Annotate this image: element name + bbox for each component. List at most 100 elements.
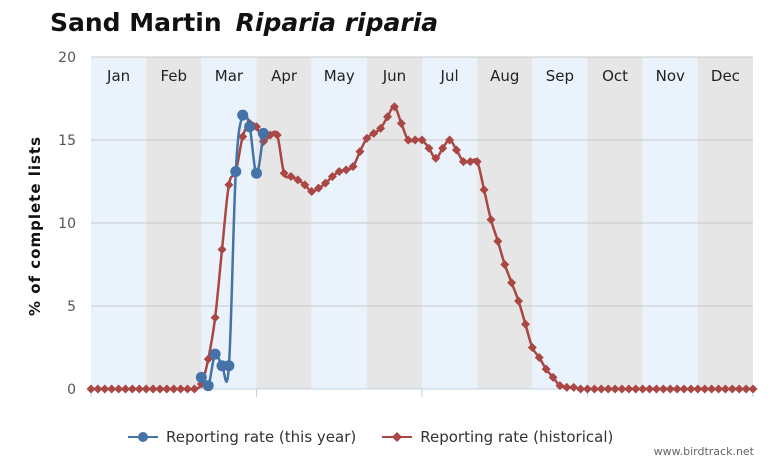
legend-item-historical[interactable]: Reporting rate (historical): [382, 428, 613, 446]
point-historical: [638, 384, 648, 394]
y-tick-0: 0: [67, 382, 76, 398]
legend-item-this-year[interactable]: Reporting rate (this year): [128, 428, 356, 446]
point-historical: [576, 384, 586, 394]
month-labels: Jan Feb Mar Apr May Jun Jul Aug Sep Oct Nov Dec: [106, 67, 740, 85]
point-historical: [383, 112, 393, 122]
y-tick-15: 15: [58, 133, 76, 149]
point-historical: [431, 153, 441, 163]
point-historical: [279, 168, 289, 178]
point-historical: [320, 178, 330, 188]
point-historical: [472, 157, 482, 167]
point-historical: [555, 381, 565, 391]
point-historical: [403, 135, 413, 145]
legend: Reporting rate (this year) Reporting rat…: [128, 428, 613, 446]
point-historical: [355, 147, 365, 157]
point-historical: [114, 384, 124, 394]
point-historical: [155, 384, 165, 394]
point-historical: [86, 384, 96, 394]
point-historical: [334, 167, 344, 177]
series-historical: [86, 102, 758, 394]
point-historical: [341, 165, 351, 175]
point-historical: [479, 185, 489, 195]
point-historical: [376, 123, 386, 133]
point-historical: [679, 384, 689, 394]
point-historical: [486, 215, 496, 225]
credit-text: www.birdtrack.net: [653, 445, 754, 458]
point-historical: [507, 278, 517, 288]
point-historical: [272, 130, 282, 140]
point-historical: [520, 319, 530, 329]
point-historical: [727, 384, 737, 394]
legend-label-historical: Reporting rate (historical): [420, 428, 614, 446]
point-historical: [569, 382, 579, 392]
y-tick-labels: 0 5 10 15 20: [58, 50, 76, 398]
y-tick-5: 5: [67, 299, 76, 315]
point-historical: [396, 118, 406, 128]
point-this-year: [244, 121, 256, 133]
point-historical: [645, 384, 655, 394]
point-historical: [617, 384, 627, 394]
point-this-year: [251, 167, 262, 179]
point-this-year: [230, 166, 242, 178]
point-historical: [493, 236, 503, 246]
point-historical: [514, 296, 524, 306]
point-historical: [307, 186, 317, 196]
point-historical: [238, 132, 248, 142]
point-historical: [672, 384, 682, 394]
point-historical: [603, 384, 613, 394]
point-historical: [189, 384, 199, 394]
legend-marker-circle: [128, 432, 158, 442]
scientific-name: Riparia riparia: [235, 8, 439, 37]
point-historical: [327, 172, 337, 182]
point-historical: [369, 128, 379, 138]
point-historical: [589, 384, 599, 394]
point-historical: [700, 384, 710, 394]
point-historical: [631, 384, 641, 394]
month-label-mar: Mar: [215, 67, 244, 85]
point-historical: [176, 384, 186, 394]
point-historical: [445, 135, 455, 145]
chart-title: Sand Martin Riparia riparia: [50, 8, 438, 37]
point-historical: [541, 364, 551, 374]
point-historical: [169, 384, 179, 394]
point-historical: [583, 384, 592, 394]
point-historical: [693, 384, 703, 394]
series-this-year: [195, 109, 269, 392]
month-label-jan: Jan: [106, 67, 130, 85]
point-historical: [741, 384, 751, 394]
point-historical: [534, 352, 544, 362]
point-historical: [610, 384, 620, 394]
point-historical: [438, 143, 448, 153]
point-historical: [217, 245, 227, 255]
point-historical: [410, 135, 420, 145]
point-historical: [286, 172, 296, 182]
y-tick-20: 20: [58, 50, 76, 66]
point-historical: [658, 384, 668, 394]
point-historical: [665, 384, 675, 394]
point-historical: [417, 135, 427, 145]
point-historical: [148, 384, 158, 394]
point-historical: [348, 162, 358, 172]
month-label-oct: Oct: [602, 67, 628, 85]
point-this-year: [202, 380, 214, 392]
point-historical: [734, 384, 744, 394]
month-label-dec: Dec: [711, 67, 740, 85]
point-historical: [314, 183, 324, 193]
month-label-aug: Aug: [490, 67, 519, 85]
point-this-year: [257, 127, 269, 139]
point-this-year: [195, 371, 207, 383]
series-line-this-year: [200, 110, 265, 388]
legend-marker-diamond: [382, 432, 413, 442]
point-historical: [562, 382, 572, 392]
month-label-sep: Sep: [546, 67, 574, 85]
point-this-year: [209, 348, 221, 360]
y-tick-10: 10: [58, 216, 76, 232]
point-historical: [596, 384, 606, 394]
point-historical: [107, 384, 117, 394]
month-label-nov: Nov: [656, 67, 685, 85]
point-historical: [127, 384, 137, 394]
point-historical: [141, 384, 151, 394]
point-historical: [224, 180, 234, 190]
point-historical: [162, 384, 172, 394]
